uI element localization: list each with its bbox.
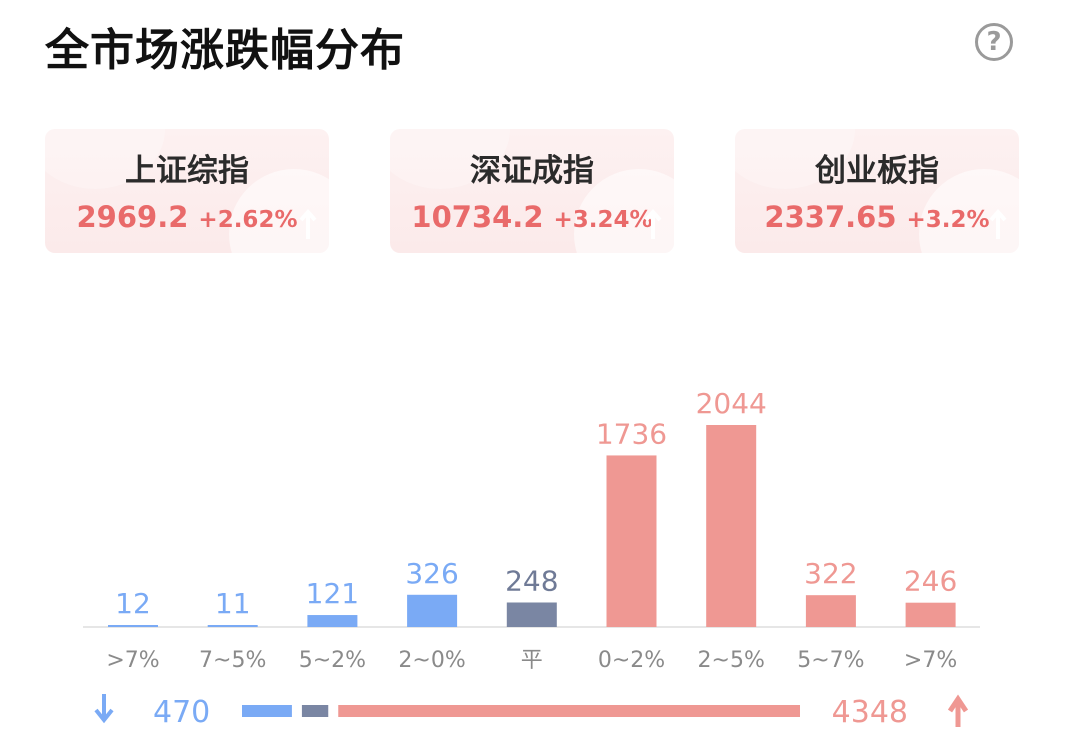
index-change: +3.2%	[906, 207, 990, 233]
page-title: 全市场涨跌幅分布	[45, 25, 405, 76]
x-tick-label: >7%	[106, 648, 159, 673]
data-label: 1736	[596, 417, 667, 450]
index-value: 2969.2	[76, 200, 189, 234]
x-tick-label: 5~7%	[797, 648, 864, 673]
bar	[706, 425, 757, 627]
index-value: 2337.65	[764, 200, 897, 234]
index-name: 创业板指	[815, 153, 939, 189]
data-label: 322	[804, 557, 857, 590]
x-tick-label: 0~2%	[598, 648, 665, 673]
index-name: 深证成指	[470, 153, 594, 189]
down-total: 470	[153, 695, 210, 730]
x-tick-label: 2~0%	[398, 648, 465, 673]
data-label: 326	[405, 557, 458, 590]
bar	[805, 595, 856, 627]
bar	[307, 615, 358, 627]
trend-up-icon	[644, 208, 662, 239]
bar	[905, 602, 956, 627]
x-tick-label: 5~2%	[299, 648, 366, 673]
index-change: +2.62%	[198, 207, 298, 233]
bar	[108, 625, 158, 627]
data-label: 11	[215, 587, 251, 620]
data-label: 2044	[696, 387, 767, 420]
index-name: 上证综指	[125, 153, 249, 189]
bar	[506, 602, 557, 627]
x-tick-label: 7~5%	[199, 648, 266, 673]
ratio-bar-down	[242, 705, 292, 717]
index-change: +3.24%	[553, 207, 653, 233]
trend-up-icon	[299, 208, 317, 239]
index-card-sz[interactable]: 深证成指 10734.2 +3.24%	[390, 129, 674, 253]
data-label: 246	[904, 565, 957, 598]
x-tick-label: >7%	[904, 648, 957, 673]
data-label: 12	[115, 587, 151, 620]
trend-up-icon	[989, 208, 1007, 239]
up-total: 4348	[832, 695, 908, 730]
arrow-up-icon	[947, 694, 969, 727]
bar	[207, 625, 258, 627]
index-card-cyb[interactable]: 创业板指 2337.65 +3.2%	[735, 129, 1019, 253]
help-icon[interactable]: ?	[975, 23, 1013, 61]
ratio-bar-up	[338, 705, 800, 717]
index-card-sh[interactable]: 上证综指 2969.2 +2.62%	[45, 129, 329, 253]
arrow-down-icon	[94, 694, 114, 724]
x-tick-label: 2~5%	[698, 648, 765, 673]
index-value: 10734.2	[411, 200, 544, 234]
data-label: 248	[505, 564, 558, 597]
bar	[606, 455, 657, 627]
data-label: 121	[306, 577, 359, 610]
ratio-bar-flat	[301, 705, 329, 717]
distribution-chart: 12 >7% 11 7~5% 121 5~2% 326 2~0% 248 平 1736 0~2% 204…	[83, 387, 980, 730]
bar	[407, 594, 458, 627]
x-tick-label: 平	[521, 648, 543, 673]
